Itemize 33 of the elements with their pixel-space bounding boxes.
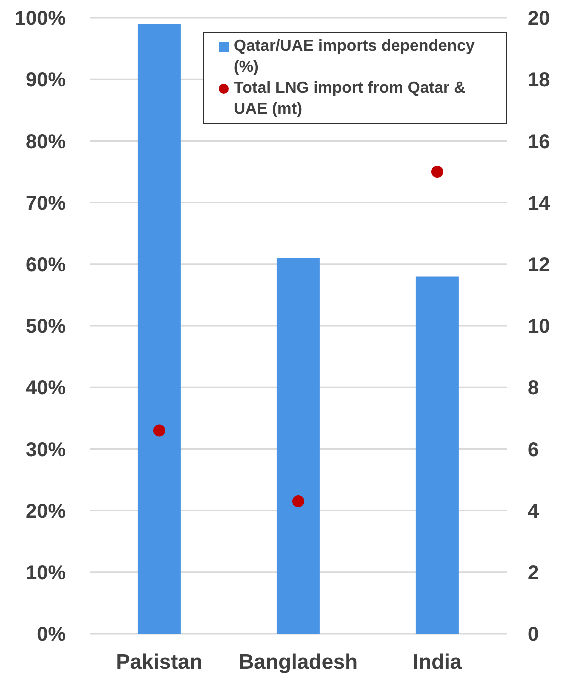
bar: [138, 24, 181, 634]
y2-tick-label: 14: [528, 192, 552, 215]
y2-tick-label: 4: [528, 500, 540, 523]
y2-tick-label: 2: [528, 562, 540, 584]
bar: [416, 276, 459, 634]
y-tick-label: 80%: [26, 131, 66, 154]
y-tick-label: 40%: [26, 378, 66, 400]
x-tick-label: Pakistan: [116, 650, 203, 674]
legend-label: Qatar/UAE imports dependency (%): [234, 37, 476, 78]
y-tick-label: 20%: [26, 500, 66, 523]
y-tick-label: 10%: [26, 562, 66, 584]
y-tick-label: 90%: [26, 70, 66, 92]
y2-tick-label: 10: [528, 316, 550, 338]
y-tick-label: 60%: [26, 254, 66, 276]
y2-tick-label: 12: [528, 254, 550, 276]
x-tick-label: India: [412, 650, 462, 674]
point: [154, 424, 166, 437]
y-tick-label: 70%: [26, 192, 66, 215]
y-tick-label: 100%: [14, 8, 66, 30]
y2-tick-label: 0: [528, 624, 540, 646]
point: [432, 166, 444, 178]
y2-tick-label: 6: [528, 439, 540, 462]
y2-tick-label: 16: [528, 131, 550, 154]
y-tick-label: 30%: [26, 439, 66, 462]
y2-tick-label: 18: [528, 70, 550, 92]
x-tick-label: Bangladesh: [238, 650, 358, 674]
y2-tick-label: 20: [528, 8, 550, 30]
point: [292, 496, 304, 508]
bar: [276, 258, 320, 634]
y2-tick-label: 8: [528, 378, 540, 400]
y-tick-label: 0%: [37, 624, 66, 646]
y-tick-label: 50%: [26, 316, 66, 338]
legend-label: Total LNG import from Qatar & UAE (mt): [234, 79, 467, 120]
